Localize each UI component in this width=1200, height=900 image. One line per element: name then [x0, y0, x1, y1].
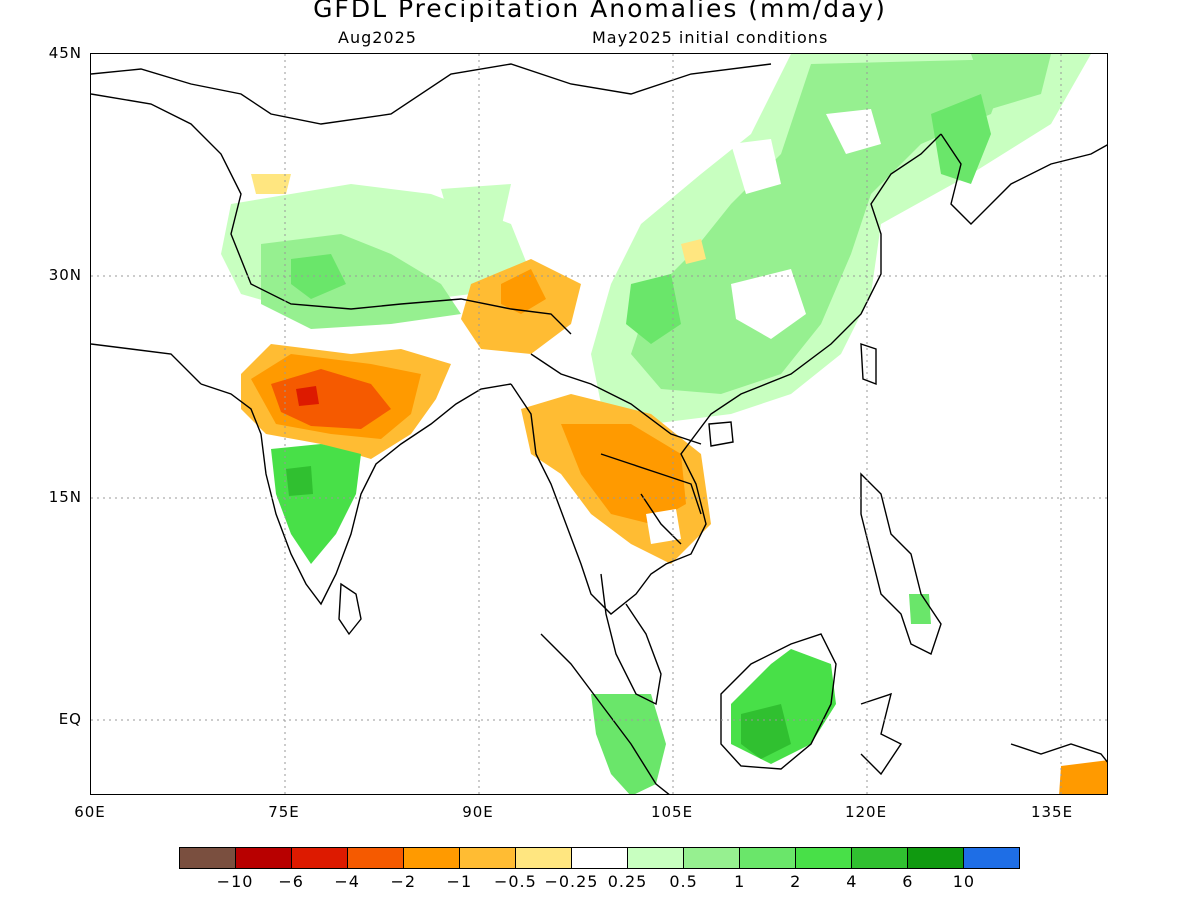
coastline-hainan	[708, 421, 734, 447]
coastline-taiwan	[860, 343, 877, 386]
coastline-sulawesi	[860, 692, 903, 776]
coastline-new-guinea	[1010, 743, 1107, 763]
colorbar-swatch-2	[292, 848, 348, 868]
coastline-korea-japan	[940, 133, 1107, 225]
colorbar-swatch-0	[180, 848, 236, 868]
chart-title: GFDL Precipitation Anomalies (mm/day)	[313, 0, 887, 23]
colorbar-label: −0.5	[493, 872, 537, 891]
anomaly-neg-yunnan	[681, 239, 706, 264]
colorbar-swatch-10	[740, 848, 796, 868]
anomaly-neg-kashmir	[251, 174, 291, 194]
colorbar-label: 0.25	[607, 872, 648, 891]
colorbar-swatch-5	[460, 848, 516, 868]
chart-subtitle-date: Aug2025	[338, 28, 417, 47]
coastline-philippines	[860, 472, 942, 655]
colorbar-swatch-6	[516, 848, 572, 868]
coastlines	[91, 63, 1107, 794]
colorbar-label: −1	[446, 872, 473, 891]
lon-label-90e: 90E	[462, 803, 494, 821]
colorbar-swatch-1	[236, 848, 292, 868]
colorbar-label: −6	[278, 872, 304, 891]
gridlines	[91, 54, 1107, 794]
border-central-asia	[91, 63, 772, 125]
anomaly-region-borneo-core	[741, 704, 791, 759]
anomaly-white-hole-1	[731, 269, 806, 339]
anomaly-region-north-india-core	[291, 254, 346, 299]
lat-label-30n: 30N	[48, 266, 82, 284]
colorbar-label: 10	[952, 872, 976, 891]
map-plot-area	[90, 53, 1108, 795]
anomaly-region-korea	[931, 94, 991, 184]
colorbar-label: 2	[790, 872, 802, 891]
colorbar-swatch-7	[572, 848, 628, 868]
colorbar-label: 0.5	[669, 872, 698, 891]
lon-label-105e: 105E	[650, 803, 694, 821]
chart-subtitle-init: May2025 initial conditions	[592, 28, 829, 47]
lat-label-15n: 15N	[48, 488, 82, 506]
lon-label-120e: 120E	[844, 803, 888, 821]
lon-label-135e: 135E	[1030, 803, 1074, 821]
colorbar-swatch-11	[796, 848, 852, 868]
anomaly-region-peninsular-india-core	[286, 466, 313, 496]
anomaly-region-sumatra	[591, 694, 666, 794]
lat-label-eq: EQ	[58, 710, 82, 728]
coastline-indochina	[510, 133, 942, 615]
colorbar-swatch-4	[404, 848, 460, 868]
coastline-malay-peninsula	[600, 573, 662, 706]
colorbar-swatch-14	[964, 848, 1019, 868]
anomaly-white-hole-3	[731, 139, 781, 194]
precip-anomaly-map	[91, 54, 1107, 794]
lat-label-45n: 45N	[48, 44, 82, 62]
coastline-sri-lanka	[338, 582, 362, 636]
border-mainland-se-asia	[530, 353, 702, 545]
lon-label-75e: 75E	[268, 803, 300, 821]
anomaly-region-philippines	[909, 594, 931, 624]
border-south-asia	[91, 93, 572, 385]
colorbar-label: −2	[390, 872, 417, 891]
lon-label-60e: 60E	[74, 803, 106, 821]
coastline-sumatra	[540, 633, 670, 794]
anomaly-region-qinghai	[441, 184, 511, 229]
anomaly-region-new-guinea	[1059, 760, 1107, 794]
colorbar-label: 1	[734, 872, 746, 891]
anomaly-region-east-china-core	[626, 274, 681, 344]
colorbar-swatch-8	[628, 848, 684, 868]
colorbar-label: −0.25	[544, 872, 599, 891]
colorbar-swatch-3	[348, 848, 404, 868]
coastline-borneo	[720, 633, 837, 770]
colorbar-swatch-9	[684, 848, 740, 868]
colorbar-swatch-13	[908, 848, 964, 868]
anomaly-region-indochina-neg-inner	[561, 424, 686, 524]
anomaly-region-central-india-neg-core	[296, 386, 319, 406]
colorbar-label: 6	[902, 872, 914, 891]
colorbar-label: 4	[846, 872, 858, 891]
anomaly-region-ne-india-neg-core	[501, 269, 546, 314]
coastline-india	[200, 383, 512, 606]
colorbar-label: −10	[216, 872, 254, 891]
colorbar-label: −4	[334, 872, 360, 891]
colorbar-swatch-12	[852, 848, 908, 868]
anomaly-region-east-china-mid	[631, 59, 1011, 394]
anomaly-region-central-india-neg-inner	[271, 369, 391, 429]
anomaly-region-northeast	[971, 54, 1051, 109]
colorbar	[179, 847, 1020, 869]
